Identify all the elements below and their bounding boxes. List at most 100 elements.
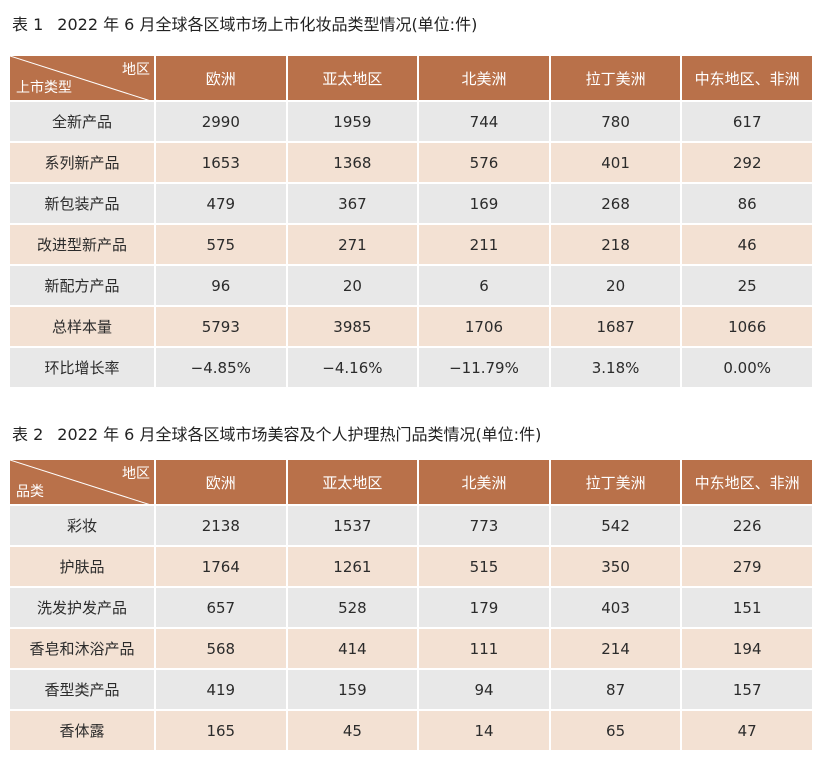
table2-corner-top: 地区 (122, 466, 150, 482)
diagonal-line (10, 56, 150, 100)
table-cell: 165 (154, 711, 286, 752)
column-header: 拉丁美洲 (548, 56, 681, 102)
table-cell: 86 (680, 184, 812, 225)
table-cell: 194 (680, 629, 812, 670)
table-row: 香型类产品 419 159 94 87 157 (10, 670, 812, 711)
row-label: 环比增长率 (10, 348, 154, 389)
table-cell: 780 (548, 102, 681, 143)
table-cell: 479 (154, 184, 286, 225)
table-cell: 403 (548, 588, 681, 629)
table-row: 香皂和沐浴产品 568 414 111 214 194 (10, 629, 812, 670)
table-cell: 617 (680, 102, 812, 143)
row-label: 彩妆 (10, 506, 154, 547)
table1-header-row: 地区 上市类型 欧洲 亚太地区 北美洲 拉丁美洲 中东地区、非洲 (10, 56, 812, 102)
table-cell: 0.00% (680, 348, 812, 389)
table-cell: 568 (154, 629, 286, 670)
table-cell: 151 (680, 588, 812, 629)
table-cell: 515 (417, 547, 549, 588)
table2-corner-cell: 地区 品类 (10, 460, 154, 506)
table2-corner-bottom: 品类 (16, 484, 44, 500)
table-cell: 1706 (417, 307, 549, 348)
row-label: 香型类产品 (10, 670, 154, 711)
table-cell: 773 (417, 506, 549, 547)
table2-header-row: 地区 品类 欧洲 亚太地区 北美洲 拉丁美洲 中东地区、非洲 (10, 460, 812, 506)
table-cell: 159 (285, 670, 418, 711)
table-row: 护肤品 1764 1261 515 350 279 (10, 547, 812, 588)
table-cell: 46 (680, 225, 812, 266)
diagonal-line (10, 460, 150, 504)
table-cell: 1653 (154, 143, 286, 184)
table1-corner-top: 地区 (122, 62, 150, 78)
table-cell: 2138 (154, 506, 286, 547)
table-cell: 268 (548, 184, 681, 225)
table-cell: 179 (417, 588, 549, 629)
table-cell: 542 (548, 506, 681, 547)
table-row: 新包装产品 479 367 169 268 86 (10, 184, 812, 225)
table-row: 彩妆 2138 1537 773 542 226 (10, 506, 812, 547)
table-cell: 65 (548, 711, 681, 752)
table2: 地区 品类 欧洲 亚太地区 北美洲 拉丁美洲 中东地区、非洲 彩妆 2138 1… (10, 460, 812, 752)
column-header: 北美洲 (417, 56, 549, 102)
row-label: 全新产品 (10, 102, 154, 143)
table-cell: 14 (417, 711, 549, 752)
table2-title: 2022 年 6 月全球各区域市场美容及个人护理热门品类情况(单位:件) (57, 425, 542, 444)
table-cell: 1537 (285, 506, 418, 547)
table-cell: 45 (285, 711, 418, 752)
column-header: 欧洲 (154, 56, 286, 102)
row-label: 系列新产品 (10, 143, 154, 184)
table-cell: 419 (154, 670, 286, 711)
table-cell: 1368 (285, 143, 418, 184)
column-header: 北美洲 (417, 460, 549, 506)
table1-title: 2022 年 6 月全球各区域市场上市化妆品类型情况(单位:件) (57, 15, 478, 34)
table-cell: 157 (680, 670, 812, 711)
column-header: 欧洲 (154, 460, 286, 506)
table-cell: 350 (548, 547, 681, 588)
table-cell: 169 (417, 184, 549, 225)
table-cell: 575 (154, 225, 286, 266)
table-cell: 657 (154, 588, 286, 629)
table-cell: 218 (548, 225, 681, 266)
table1-caption: 表 1 2022 年 6 月全球各区域市场上市化妆品类型情况(单位:件) (12, 14, 477, 36)
table-cell: −4.85% (154, 348, 286, 389)
column-header: 中东地区、非洲 (680, 460, 812, 506)
table-cell: 367 (285, 184, 418, 225)
column-header: 亚太地区 (285, 56, 418, 102)
table-row: 系列新产品 1653 1368 576 401 292 (10, 143, 812, 184)
table-cell: 279 (680, 547, 812, 588)
column-header: 拉丁美洲 (548, 460, 681, 506)
table-row: 香体露 165 45 14 65 47 (10, 711, 812, 752)
row-label: 洗发护发产品 (10, 588, 154, 629)
table-cell: 1261 (285, 547, 418, 588)
table-cell: 20 (548, 266, 681, 307)
table-cell: 576 (417, 143, 549, 184)
table-row: 改进型新产品 575 271 211 218 46 (10, 225, 812, 266)
column-header: 中东地区、非洲 (680, 56, 812, 102)
table-cell: 20 (285, 266, 418, 307)
table1: 地区 上市类型 欧洲 亚太地区 北美洲 拉丁美洲 中东地区、非洲 全新产品 29… (10, 56, 812, 389)
row-label: 护肤品 (10, 547, 154, 588)
column-header: 亚太地区 (285, 460, 418, 506)
table-cell: 292 (680, 143, 812, 184)
table-cell: 1959 (285, 102, 418, 143)
row-label: 总样本量 (10, 307, 154, 348)
table-cell: 211 (417, 225, 549, 266)
table-cell: 111 (417, 629, 549, 670)
table-row: 新配方产品 96 20 6 20 25 (10, 266, 812, 307)
table-cell: 414 (285, 629, 418, 670)
row-label: 改进型新产品 (10, 225, 154, 266)
table-cell: 5793 (154, 307, 286, 348)
row-label: 香体露 (10, 711, 154, 752)
row-label: 香皂和沐浴产品 (10, 629, 154, 670)
table-cell: 214 (548, 629, 681, 670)
table-cell: 744 (417, 102, 549, 143)
row-label: 新包装产品 (10, 184, 154, 225)
table1-label: 表 1 (12, 15, 44, 34)
table-row: 总样本量 5793 3985 1706 1687 1066 (10, 307, 812, 348)
table-cell: −11.79% (417, 348, 549, 389)
table-cell: 3.18% (548, 348, 681, 389)
table-row: 洗发护发产品 657 528 179 403 151 (10, 588, 812, 629)
table-cell: 1066 (680, 307, 812, 348)
table1-corner-bottom: 上市类型 (16, 80, 72, 96)
row-label: 新配方产品 (10, 266, 154, 307)
table-cell: 6 (417, 266, 549, 307)
